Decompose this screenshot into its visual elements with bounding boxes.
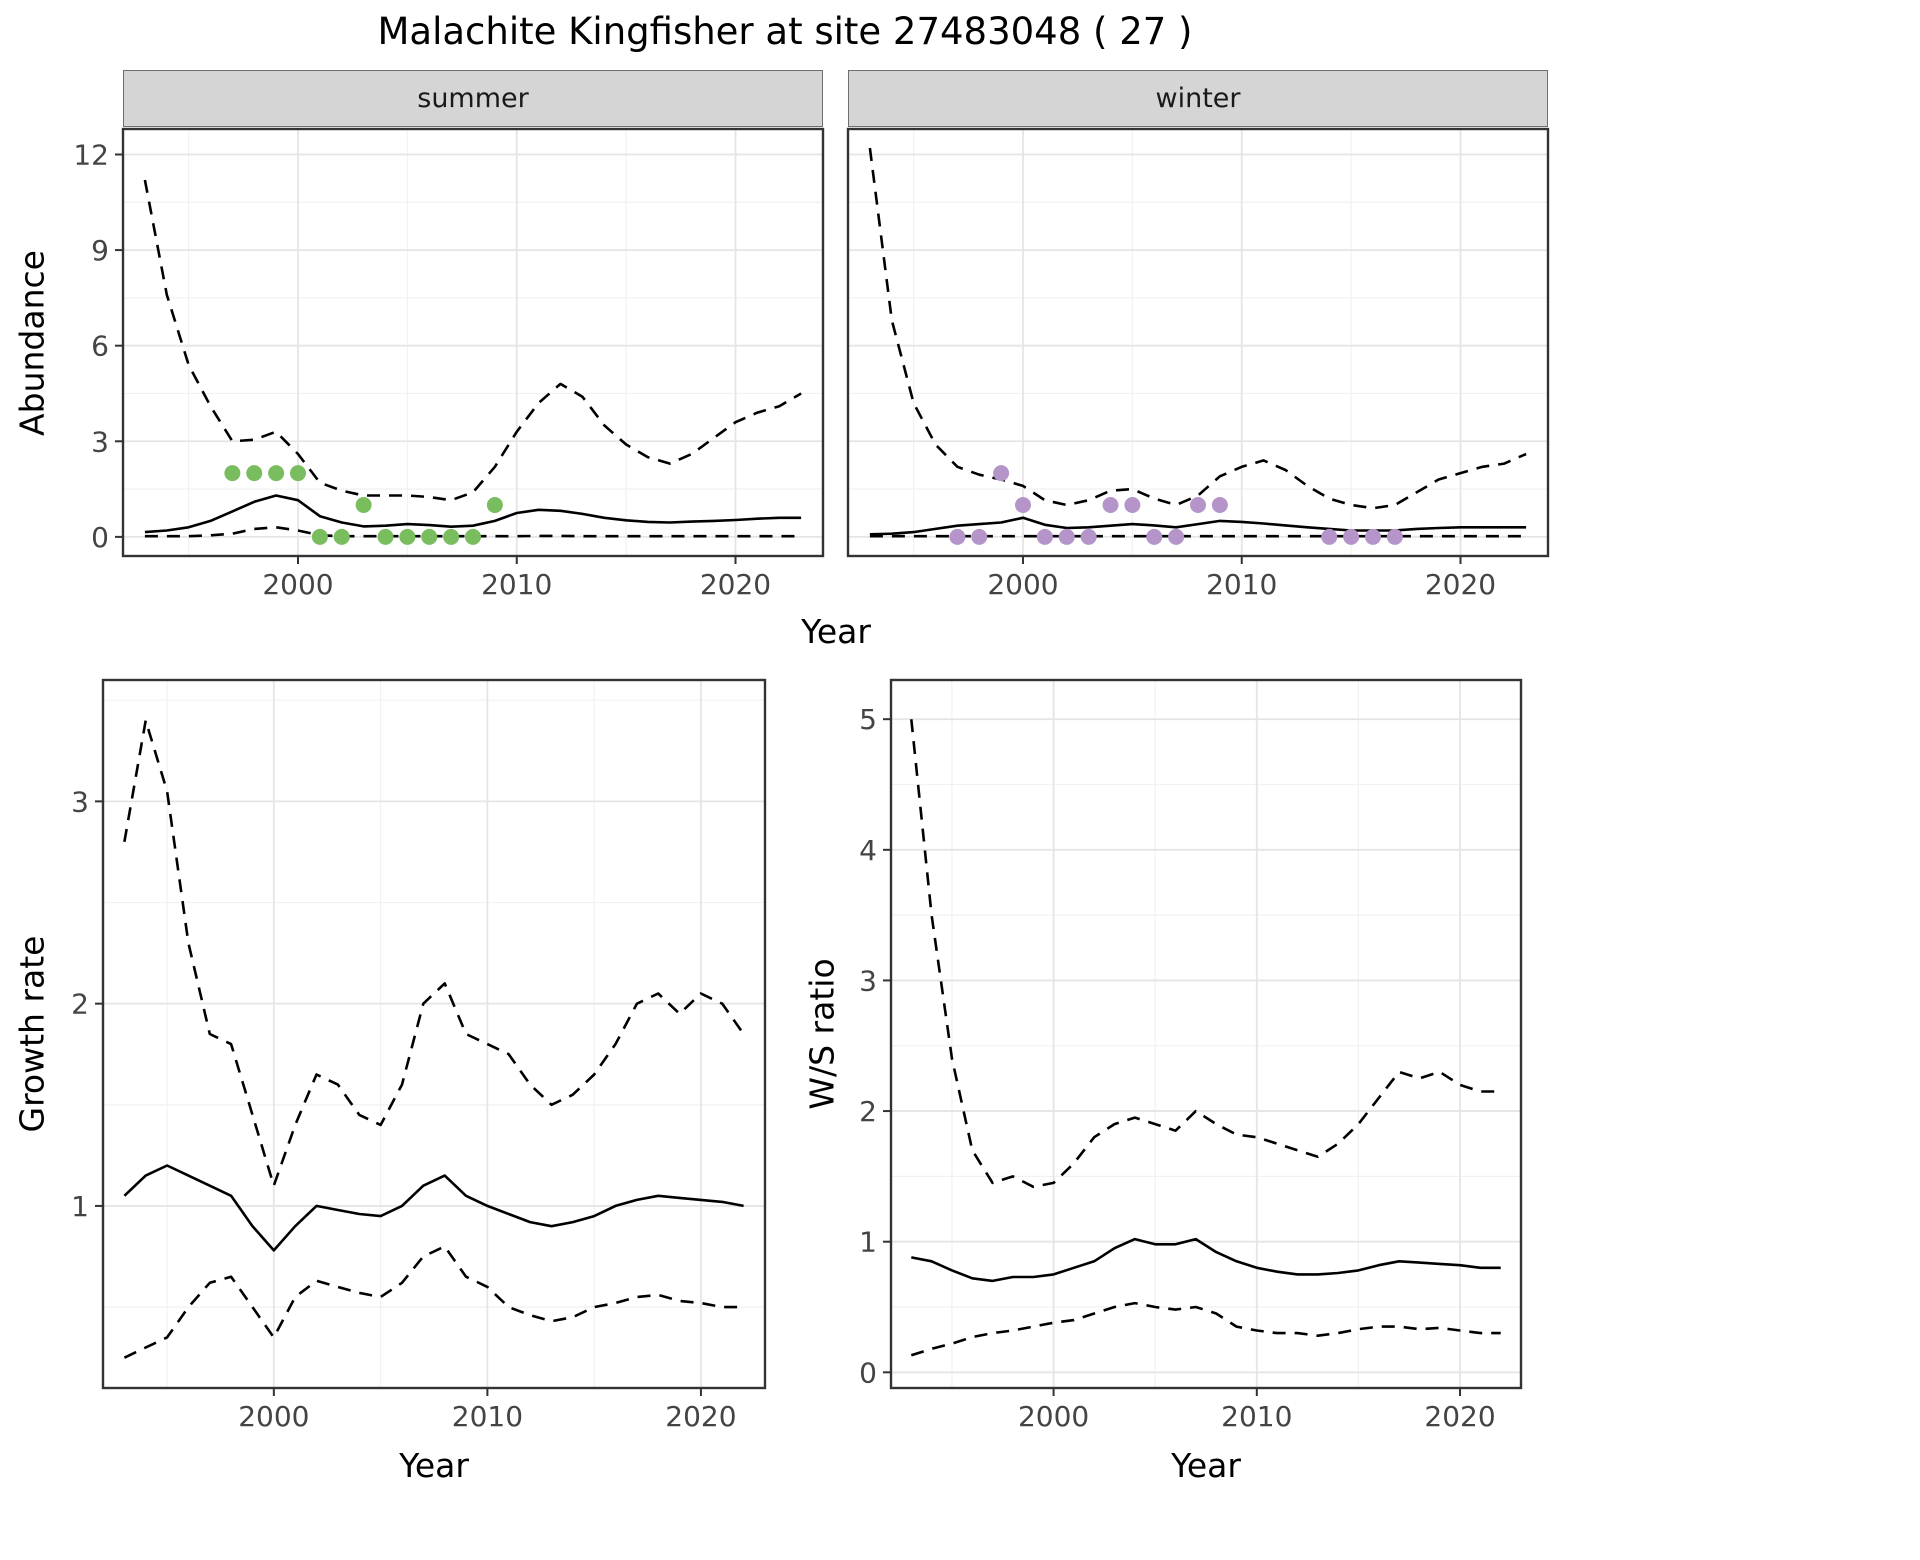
svg-text:5: 5 [859,703,877,736]
svg-text:2010: 2010 [1221,1400,1292,1433]
svg-text:1: 1 [859,1226,877,1259]
chart-abundance-winter: 2000 2010 2020 [846,127,1550,601]
svg-text:9: 9 [91,234,109,267]
facet-strip-summer: summer [123,70,823,127]
facet-strip-label: winter [1155,83,1241,114]
svg-text:0: 0 [859,1356,877,1389]
svg-text:2020: 2020 [1424,1400,1495,1433]
y-axis-label-abundance: Abundance [12,250,52,436]
svg-text:2000: 2000 [262,568,333,601]
x-axis-label-year-ws: Year [1171,1446,1241,1485]
svg-text:3: 3 [859,964,877,997]
svg-text:2010: 2010 [1206,568,1277,601]
chart-abundance-summer: 2000 2010 2020 0 3 6 9 12 [73,127,825,601]
svg-text:2010: 2010 [481,568,552,601]
svg-text:2: 2 [71,988,89,1021]
x-axis-label-year-top: Year [801,612,871,651]
svg-text:2000: 2000 [1018,1400,1089,1433]
facet-strip-winter: winter [848,70,1548,127]
svg-text:2000: 2000 [987,568,1058,601]
svg-text:4: 4 [859,834,877,867]
x-axis-label-year-growth: Year [399,1446,469,1485]
facet-strip-label: summer [417,83,529,114]
svg-text:0: 0 [91,521,109,554]
svg-text:1: 1 [71,1190,89,1223]
svg-text:12: 12 [73,138,109,171]
page-title: Malachite Kingfisher at site 27483048 ( … [377,10,1193,53]
svg-text:6: 6 [91,330,109,363]
chart-ws-ratio: 2000 2010 2020 0 1 2 3 4 5 [859,678,1523,1433]
svg-text:2: 2 [859,1095,877,1128]
svg-text:2020: 2020 [700,568,771,601]
svg-text:2000: 2000 [238,1400,309,1433]
svg-text:2020: 2020 [665,1400,736,1433]
svg-text:3: 3 [91,425,109,458]
chart-growth-rate: 2000 2010 2020 1 2 3 [71,678,767,1433]
svg-text:3: 3 [71,785,89,818]
svg-text:2010: 2010 [452,1400,523,1433]
svg-text:2020: 2020 [1425,568,1496,601]
